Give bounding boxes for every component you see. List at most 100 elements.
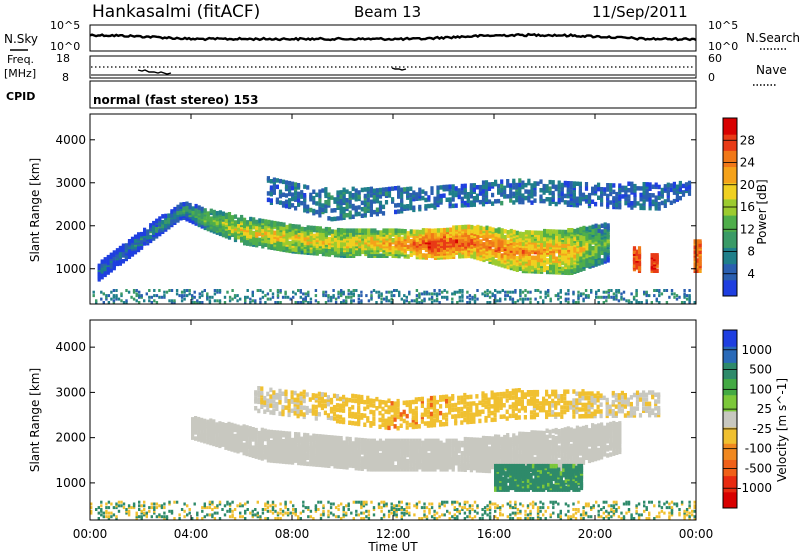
noise-right-tick-top: 10^5	[708, 19, 738, 32]
band-cell	[200, 417, 204, 423]
band-cell	[506, 230, 510, 235]
upper-band-cell	[348, 204, 352, 209]
noise-floor-cell	[352, 299, 355, 303]
band-cell	[315, 243, 319, 248]
noise-floor-cell	[451, 292, 454, 296]
band-cell	[484, 456, 489, 461]
noise-floor-cell	[198, 295, 201, 299]
noise-floor-cell	[269, 289, 272, 292]
upper-band-cell	[391, 186, 395, 191]
band-cell	[375, 440, 379, 446]
noise-sky-line	[89, 32, 697, 42]
band-cell	[351, 461, 355, 467]
noise-floor-cell	[504, 290, 507, 294]
band-cell	[494, 241, 498, 247]
noise-floor-cell	[476, 289, 479, 292]
band-cell	[327, 236, 332, 242]
noise-floor-cell	[526, 290, 530, 294]
velocity-cells	[90, 386, 696, 520]
band-cell	[427, 444, 431, 450]
noise-floor-cell	[193, 290, 196, 294]
patch-cell	[637, 249, 642, 255]
band-cell	[339, 436, 343, 441]
band-cell	[606, 233, 610, 238]
band-cell	[252, 217, 256, 222]
upper-band-cell	[521, 193, 525, 198]
band-cell	[352, 228, 356, 233]
noise-floor-cell	[632, 297, 636, 301]
band-cell	[436, 438, 440, 444]
noise-floor-cell	[471, 297, 474, 301]
band-cell	[333, 229, 338, 235]
upper-band-cell	[363, 200, 367, 205]
noise-floor-cell	[420, 301, 424, 304]
upper-band-cell	[369, 193, 373, 198]
upper-band-cell	[463, 183, 467, 189]
band-cell	[521, 431, 525, 437]
noise-floor-cell	[617, 289, 621, 292]
band-cell	[606, 223, 610, 228]
upper-band-cell	[275, 184, 279, 190]
noise-floor-cell	[504, 297, 507, 301]
noise-floor-cell	[208, 301, 212, 304]
band-cell	[245, 451, 249, 457]
upper-band-cell	[448, 197, 452, 202]
band-cell	[552, 229, 556, 234]
noise-floor-cell	[163, 294, 166, 298]
upper-band-cell	[624, 196, 628, 201]
noise-floor-cell	[244, 301, 247, 304]
upper-band-cell	[527, 178, 531, 184]
upper-band-cell	[381, 211, 386, 216]
band-cell	[546, 258, 550, 263]
band-cell	[494, 438, 498, 443]
noise-floor-cell	[430, 297, 434, 301]
band-cell	[248, 426, 252, 431]
upper-band-cell	[339, 205, 343, 210]
band-cell	[288, 439, 292, 445]
upper-band-cell	[542, 183, 546, 189]
band-cell	[378, 444, 383, 450]
upper-band-cell	[472, 183, 476, 188]
band-cell	[558, 229, 562, 235]
noise-floor-cell	[95, 301, 98, 304]
noise-floor-cell	[494, 289, 497, 292]
noise-floor-cell	[297, 301, 300, 304]
band-cell	[451, 454, 455, 460]
colorbar-segment	[723, 182, 737, 200]
band-cell	[500, 253, 504, 258]
upper-band-cell	[294, 190, 298, 196]
band-cell	[321, 244, 325, 249]
upper-band-cell	[460, 196, 464, 202]
noise-floor-cell	[183, 289, 186, 292]
band-cell	[558, 233, 562, 238]
band-cell	[403, 438, 407, 444]
band-cell	[503, 234, 507, 240]
band-cell	[269, 429, 273, 435]
upper-band-cell	[475, 193, 479, 199]
band-cell	[327, 463, 331, 468]
noise-floor-cell	[635, 289, 638, 292]
noise-floor-cell	[158, 289, 161, 292]
band-cell	[549, 238, 553, 244]
noise-floor-cell	[655, 297, 658, 301]
upper-band-cell	[609, 183, 613, 188]
upper-band-cell	[275, 178, 279, 183]
nave-label: Nave	[756, 63, 787, 77]
band-cell	[603, 222, 607, 227]
patch-cell	[635, 249, 639, 255]
band-cell	[266, 437, 270, 443]
noise-floor-cell	[504, 294, 507, 298]
upper-band-cell	[521, 199, 525, 205]
band-cell	[494, 460, 498, 466]
noise-floor-cell	[314, 289, 318, 292]
band-cell	[212, 423, 216, 428]
band-cell	[391, 438, 395, 444]
power-heatmap	[89, 113, 702, 305]
band-cell	[500, 461, 504, 466]
band-cell	[191, 429, 195, 434]
upper-band-cell	[284, 180, 289, 185]
band-cell	[521, 264, 525, 270]
cpid-value: normal (fast stereo) 153	[93, 93, 259, 107]
upper-band-cell	[481, 189, 486, 194]
noise-floor-cell	[408, 301, 411, 304]
